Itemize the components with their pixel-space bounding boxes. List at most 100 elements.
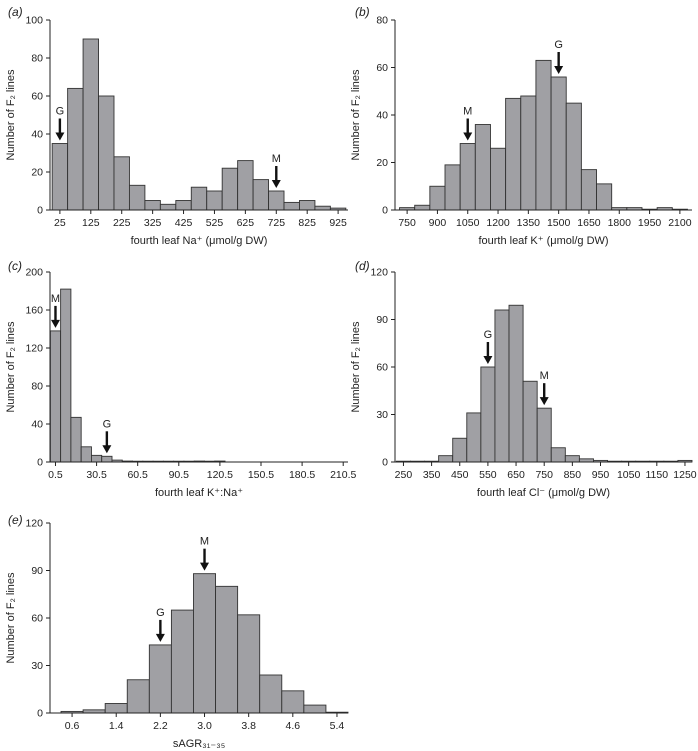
x-tick-label: 750 (535, 469, 553, 481)
x-tick-label: 525 (206, 217, 224, 229)
marker-label: M (463, 106, 472, 118)
x-tick-label: 5.4 (330, 720, 345, 732)
y-axis-label: Number of F₂ lines (5, 69, 17, 161)
x-tick-label: 550 (479, 469, 497, 481)
histogram-bar (474, 124, 491, 211)
y-tick-label: 60 (31, 91, 43, 103)
histogram-bar (221, 167, 239, 211)
x-tick-label: 1800 (608, 217, 632, 229)
histogram-bar (51, 143, 69, 211)
histogram-bar (452, 437, 468, 463)
marker-arrow-head (463, 132, 473, 141)
y-tick-label: 40 (376, 110, 388, 122)
marker-label: M (272, 153, 281, 165)
histogram-bar (104, 703, 128, 714)
histogram-bar (49, 330, 62, 463)
histogram-bar (170, 609, 194, 714)
x-tick-label: 120.5 (207, 469, 233, 481)
histogram-bar (522, 380, 538, 463)
histogram-bar (444, 164, 461, 211)
histogram-bar (480, 366, 496, 463)
x-axis-label: sAGR₃₁₋₃₅ (173, 738, 225, 750)
marker-label: G (103, 418, 112, 430)
x-tick-label: 210.5 (330, 469, 356, 481)
histogram-bar (565, 102, 582, 211)
x-tick-label: 1.4 (109, 720, 124, 732)
histogram-bar (159, 203, 177, 211)
y-axis-label: Number of F₂ lines (5, 321, 17, 413)
x-tick-label: 250 (395, 469, 413, 481)
y-tick-label: 0 (37, 708, 43, 720)
x-tick-label: 3.0 (197, 720, 212, 732)
histogram-bar (82, 38, 99, 211)
y-tick-label: 160 (25, 305, 43, 317)
panel-letter: (d) (355, 259, 370, 273)
x-axis-label: fourth leaf K⁺ (μmol/g DW) (478, 235, 608, 247)
y-tick-label: 30 (376, 409, 388, 421)
x-tick-label: 900 (429, 217, 447, 229)
histogram-bar (283, 201, 300, 211)
marker-label: G (156, 607, 165, 619)
y-tick-label: 90 (31, 565, 43, 577)
histogram-panel: (a) 0 20 40 60 80 100 25 125 225 325 425 525 625 725 82… (5, 5, 348, 247)
y-tick-label: 120 (370, 267, 388, 279)
histogram-panel: (e) 0 30 60 90 120 0.6 1.4 2.2 3.0 3.8 4.6 5.4 sAGR₃₁… (5, 513, 349, 750)
x-axis-label: fourth leaf Na⁺ (μmol/g DW) (131, 235, 268, 247)
x-tick-label: 125 (82, 217, 100, 229)
x-tick-label: 4.6 (286, 720, 301, 732)
histogram-bar (206, 190, 223, 211)
x-tick-label: 1350 (517, 217, 541, 229)
marker-arrow-head (155, 633, 165, 642)
y-tick-label: 60 (376, 62, 388, 74)
histogram-bar (303, 704, 327, 714)
histogram-bar (466, 412, 482, 463)
histogram-bar (60, 288, 72, 463)
y-tick-label: 60 (31, 613, 43, 625)
histogram-bar (101, 455, 113, 463)
x-tick-label: 225 (113, 217, 131, 229)
x-tick-label: 150.5 (248, 469, 274, 481)
marker-arrow-head (200, 562, 210, 571)
x-axis-label: fourth leaf K⁺:Na⁺ (155, 487, 243, 499)
x-tick-label: 950 (592, 469, 610, 481)
histogram-bar (175, 200, 192, 211)
x-tick-label: 750 (398, 217, 416, 229)
histogram-bar (494, 309, 510, 463)
x-tick-label: 180.5 (289, 469, 315, 481)
x-tick-label: 1200 (486, 217, 510, 229)
marker-arrow-head (50, 319, 60, 328)
x-tick-label: 1500 (547, 217, 571, 229)
histogram-bar (98, 95, 115, 211)
histogram-bar (215, 585, 239, 714)
y-tick-label: 80 (31, 53, 43, 65)
histogram-panel: (b) 0 20 40 60 80 750 900 1050 1200 1350 1500 1650 18… (350, 5, 692, 247)
x-tick-label: 0.6 (65, 720, 80, 732)
y-tick-label: 30 (31, 660, 43, 672)
y-tick-label: 0 (37, 457, 43, 469)
histogram-bar (259, 674, 283, 714)
histogram-bar (508, 304, 524, 463)
y-tick-label: 80 (376, 15, 388, 27)
histogram-bar (459, 143, 476, 211)
histogram-bar (505, 97, 522, 211)
histogram-bar (429, 185, 446, 211)
x-tick-label: 90.5 (169, 469, 190, 481)
histogram-panel: (d) 0 30 60 90 120 250 350 450 550 650 750 850 950 105… (350, 259, 697, 499)
y-tick-label: 120 (25, 343, 43, 355)
x-tick-label: 725 (268, 217, 286, 229)
marker-label: M (540, 370, 549, 382)
histogram-bar (126, 679, 150, 714)
histogram-bar (70, 416, 82, 463)
x-tick-label: 30.5 (86, 469, 107, 481)
histogram-bar (550, 76, 567, 211)
x-tick-label: 60.5 (127, 469, 148, 481)
x-tick-label: 825 (298, 217, 316, 229)
y-tick-label: 0 (382, 457, 388, 469)
histogram-bar (80, 446, 92, 463)
y-tick-label: 60 (376, 362, 388, 374)
histogram-bar (148, 644, 172, 714)
y-tick-label: 20 (376, 157, 388, 169)
histogram-bar (438, 455, 454, 463)
marker-arrow-head (271, 180, 281, 188)
histogram-bar (90, 454, 103, 463)
